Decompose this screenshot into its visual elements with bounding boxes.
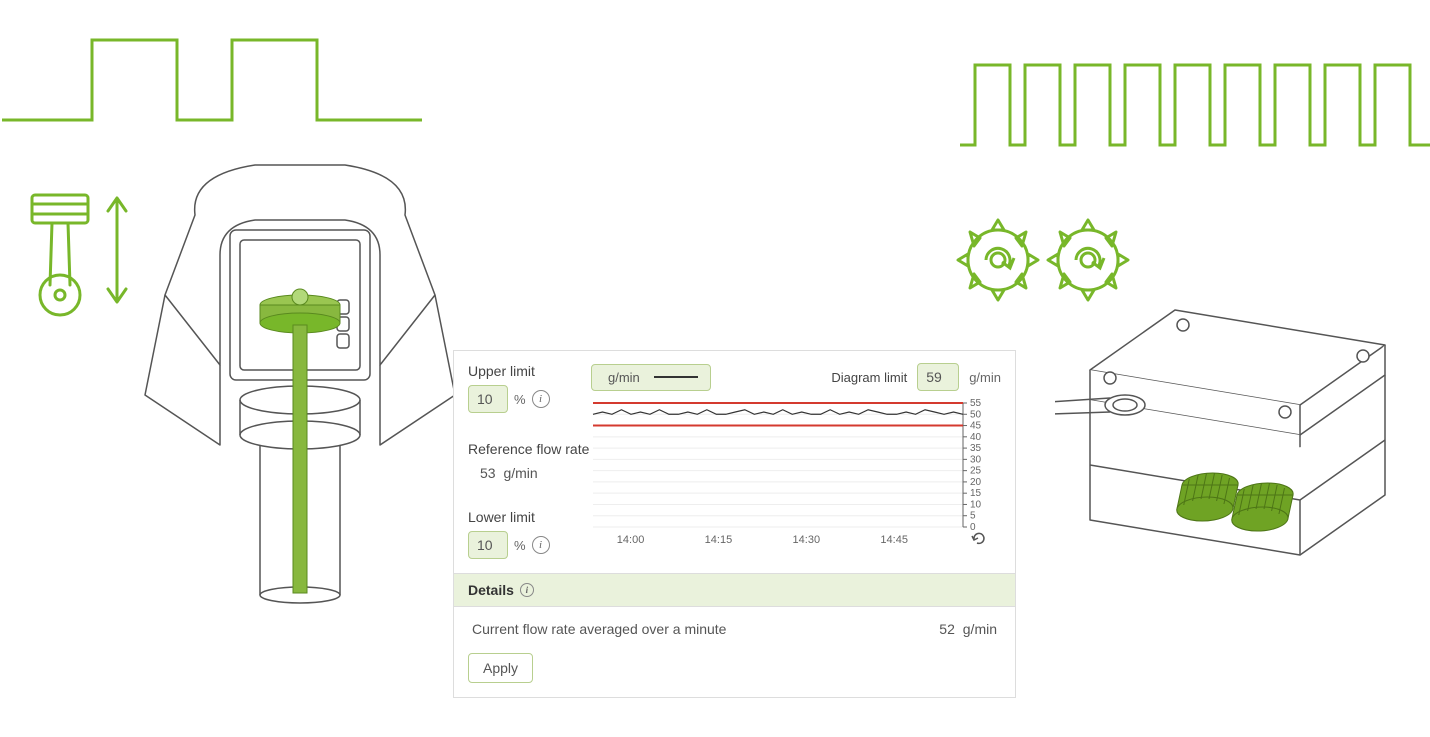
svg-text:20: 20 [970,477,982,488]
flowrate-chart: 0510152025303540455055 14:00 14:15 14:30 14:… [591,399,1001,549]
svg-text:35: 35 [970,443,982,454]
current-flow-label: Current flow rate averaged over a minute [472,621,726,637]
diagram-limit-unit: g/min [969,370,1001,385]
flowrate-panel: Upper limit 10 % i Reference flow rate 5… [453,350,1016,698]
reference-flow-label: Reference flow rate [468,441,591,457]
info-icon[interactable]: i [532,390,550,408]
diagram-limit-input[interactable]: 59 [917,363,959,391]
details-title: Details [468,582,514,598]
reference-flow-value: 53 [480,465,496,481]
current-flow-value: 52 [939,621,955,637]
reference-flow-group: Reference flow rate 53 g/min [468,441,591,481]
chart-legend: g/min [591,364,711,391]
slow-square-wave [2,30,422,140]
svg-text:45: 45 [970,421,982,432]
svg-text:55: 55 [970,399,982,409]
fast-square-wave [960,55,1430,165]
upper-limit-label: Upper limit [468,363,591,379]
diagram-limit-label: Diagram limit [831,370,907,385]
info-icon[interactable]: i [532,536,550,554]
upper-limit-group: Upper limit 10 % i [468,363,591,413]
svg-text:5: 5 [970,511,976,522]
svg-text:14:15: 14:15 [705,534,733,546]
lower-limit-label: Lower limit [468,509,591,525]
lower-limit-group: Lower limit 10 % i [468,509,591,559]
upper-limit-input[interactable]: 10 [468,385,508,413]
svg-text:10: 10 [970,499,982,510]
info-icon[interactable]: i [520,583,534,597]
lower-limit-input[interactable]: 10 [468,531,508,559]
svg-text:50: 50 [970,409,982,420]
svg-text:15: 15 [970,488,982,499]
lower-limit-unit: % [514,538,526,553]
reference-flow-unit: g/min [503,465,537,481]
limits-column: Upper limit 10 % i Reference flow rate 5… [468,363,591,559]
upper-limit-unit: % [514,392,526,407]
current-flow-row: Current flow rate averaged over a minute… [468,621,1001,637]
svg-text:40: 40 [970,432,982,443]
piston-pump-drawing [135,145,465,605]
details-header: Details i [454,573,1015,607]
svg-text:14:45: 14:45 [880,534,908,546]
svg-text:14:00: 14:00 [617,534,645,546]
svg-text:0: 0 [970,522,976,533]
legend-line-icon [654,376,698,378]
apply-button[interactable]: Apply [468,653,533,683]
gear-pump-drawing [1055,290,1425,600]
svg-text:14:30: 14:30 [793,534,821,546]
svg-text:25: 25 [970,466,982,477]
current-flow-unit: g/min [963,621,997,637]
legend-unit: g/min [608,370,640,385]
piston-icon [22,185,142,335]
svg-text:30: 30 [970,454,982,465]
